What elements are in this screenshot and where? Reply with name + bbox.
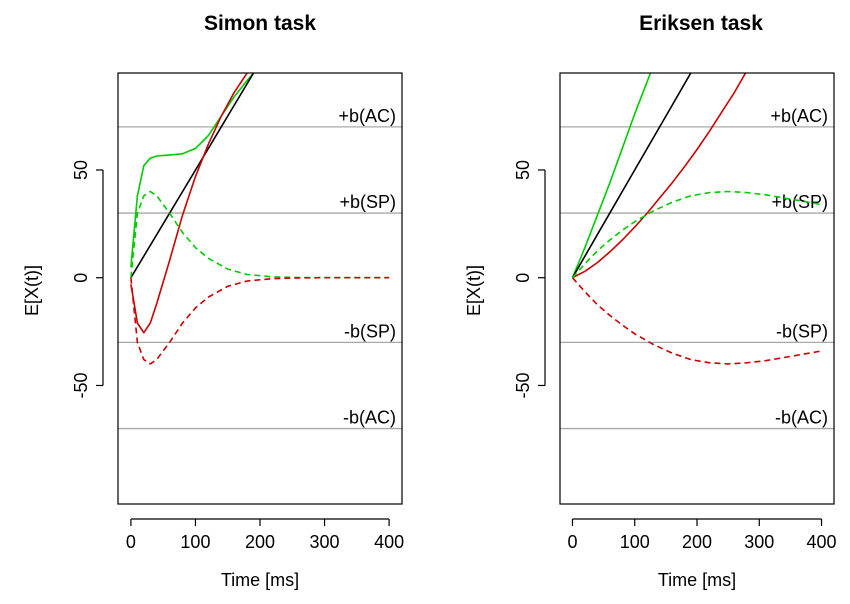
threshold-label: -b(SP): [344, 321, 396, 341]
series-line-1: [571, 73, 652, 279]
chart-panel-1: Simon task +b(AC) +b(SP) -b(SP) -b(AC) 0 100 20…: [22, 12, 404, 590]
threshold-label: +b(AC): [338, 106, 396, 126]
x-tick-label: 300: [310, 532, 340, 552]
x-tick-label: 400: [807, 532, 837, 552]
threshold-label: +b(SP): [339, 192, 396, 212]
series-line-2: [130, 73, 255, 279]
series-group: [130, 73, 390, 365]
y-tick-label: -50: [513, 372, 533, 398]
series-line-2: [571, 73, 692, 279]
chart-title: Eriksen task: [639, 12, 763, 35]
x-tick-label: 300: [744, 532, 774, 552]
y-tick-label: 50: [71, 160, 91, 180]
y-tick-label: -50: [71, 372, 91, 398]
x-tick-label: 100: [180, 532, 210, 552]
x-axis-label: Time [ms]: [658, 570, 736, 590]
series-group: [571, 73, 822, 365]
x-tick-label: 200: [245, 532, 275, 552]
series-line-4: [130, 190, 390, 279]
series-line-5: [130, 276, 390, 365]
x-tick-label: 400: [374, 532, 404, 552]
series-line-5: [571, 277, 822, 365]
plot-frame: [117, 72, 403, 505]
y-tick-label: 0: [513, 273, 533, 283]
x-tick-label: 100: [620, 532, 650, 552]
chart-title: Simon task: [204, 12, 316, 35]
y-axis-label: E[X(t)]: [22, 265, 42, 316]
series-line-3: [130, 73, 249, 334]
threshold-label: +b(SP): [771, 192, 828, 212]
x-tick-label: 0: [126, 532, 136, 552]
y-tick-label: 0: [71, 273, 91, 283]
x-tick-label: 0: [567, 532, 577, 552]
threshold-label: -b(SP): [776, 321, 828, 341]
chart-panel-2: Eriksen task +b(AC) +b(SP) -b(SP) -b(AC) 0 100…: [464, 12, 837, 590]
plot-frame: [559, 72, 835, 505]
y-axis-label: E[X(t)]: [464, 265, 484, 316]
series-line-1: [130, 73, 255, 267]
threshold-label: -b(AC): [775, 408, 828, 428]
x-tick-label: 200: [682, 532, 712, 552]
series-line-3: [572, 73, 747, 279]
x-axis-label: Time [ms]: [221, 570, 299, 590]
series-line-4: [571, 190, 822, 279]
threshold-label: -b(AC): [343, 408, 396, 428]
y-tick-label: 50: [513, 160, 533, 180]
threshold-label: +b(AC): [770, 106, 828, 126]
